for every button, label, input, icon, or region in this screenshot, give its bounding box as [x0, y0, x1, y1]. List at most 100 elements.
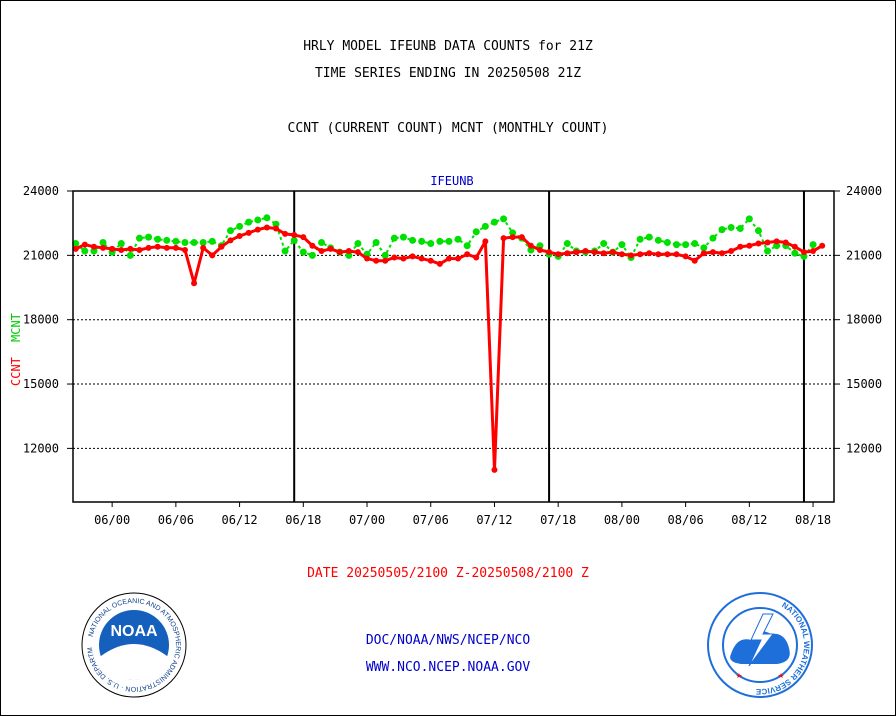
noaa-gull-icon	[101, 644, 167, 680]
mcnt-point	[791, 249, 799, 257]
ccnt-point	[218, 243, 225, 250]
ccnt-point	[227, 237, 234, 244]
mcnt-point	[145, 233, 153, 241]
ccnt-point	[181, 246, 188, 253]
time-series-chart: IFEUNB CCNT MCNT 12000 12000 15000 15000 180…	[9, 174, 882, 527]
nws-logo[interactable]: NATIONAL WEATHER SERVICE	[707, 592, 813, 698]
mcnt-point	[509, 229, 517, 237]
y-tick-label-left: 18000	[23, 313, 59, 327]
ccnt-point	[318, 248, 325, 255]
mcnt-point	[764, 247, 772, 255]
x-tick-label: 07/18	[540, 513, 576, 527]
y-tick-label-right: 12000	[846, 441, 882, 455]
mcnt-point	[527, 246, 535, 254]
mcnt-point	[354, 240, 362, 248]
ccnt-point	[409, 253, 416, 260]
mcnt-point	[318, 238, 326, 246]
mcnt-point	[454, 235, 462, 243]
mcnt-point	[172, 237, 180, 245]
mcnt-point	[81, 247, 89, 255]
mcnt-point	[490, 218, 498, 226]
ccnt-point	[118, 246, 125, 253]
ccnt-point	[764, 239, 771, 246]
mcnt-point	[236, 222, 244, 230]
ccnt-point	[755, 240, 762, 247]
mcnt-point	[600, 240, 608, 248]
ccnt-point	[800, 249, 807, 256]
y-tick-label-right: 24000	[846, 184, 882, 198]
mcnt-point	[272, 220, 280, 228]
ccnt-point	[455, 255, 462, 262]
ccnt-point	[90, 243, 97, 250]
ccnt-point	[427, 257, 434, 264]
ccnt-point	[464, 251, 471, 258]
ccnt-point	[646, 250, 653, 257]
website-link[interactable]: WWW.NCO.NCEP.NOAA.GOV	[365, 660, 531, 675]
mcnt-point	[181, 238, 189, 246]
ccnt-point	[336, 249, 343, 256]
mcnt-point	[754, 227, 762, 235]
mcnt-point	[682, 241, 690, 249]
mcnt-point	[718, 226, 726, 234]
ccnt-point	[391, 254, 398, 261]
mcnt-point	[372, 238, 380, 246]
ccnt-point	[136, 246, 143, 253]
mcnt-point	[154, 235, 162, 243]
mcnt-point	[427, 240, 435, 248]
ccnt-point	[400, 255, 407, 262]
mcnt-point	[709, 234, 717, 242]
ccnt-point	[272, 225, 279, 232]
y-tick-label-right: 18000	[846, 313, 882, 327]
ccnt-point	[300, 234, 307, 241]
mcnt-point	[618, 241, 626, 249]
x-tick-label: 07/06	[413, 513, 449, 527]
ccnt-point	[609, 249, 616, 256]
mcnt-point	[135, 234, 143, 242]
ccnt-point	[564, 250, 571, 257]
ccnt-point	[172, 244, 179, 251]
ccnt-point	[445, 255, 452, 262]
chart-title-line-2: TIME SERIES ENDING IN 20250508 21Z	[314, 66, 582, 81]
mcnt-point	[345, 251, 353, 259]
ccnt-point	[209, 252, 216, 259]
x-tick-label: 08/12	[731, 513, 767, 527]
y-tick-label-right: 15000	[846, 377, 882, 391]
x-tick-label: 08/06	[668, 513, 704, 527]
mcnt-point	[99, 238, 107, 246]
ccnt-point	[145, 244, 152, 251]
x-tick-label: 06/18	[285, 513, 321, 527]
mcnt-point	[645, 233, 653, 241]
mcnt-point	[163, 236, 171, 244]
mcnt-point	[117, 240, 125, 248]
mcnt-point	[691, 240, 699, 248]
mcnt-point	[254, 216, 262, 224]
ccnt-point	[500, 235, 507, 242]
ccnt-point	[254, 226, 261, 233]
ccnt-point	[482, 238, 489, 245]
ccnt-point	[819, 242, 826, 249]
ccnt-point	[664, 251, 671, 258]
mcnt-point	[390, 234, 398, 242]
y-axis-label-mcnt: MCNT	[9, 313, 23, 342]
ccnt-point	[527, 242, 534, 249]
ccnt-point	[791, 243, 798, 250]
noaa-logo[interactable]: NOAA NATIONAL OCEANIC AND ATMOSPHERIC AD…	[81, 592, 187, 698]
ccnt-point	[700, 250, 707, 257]
mcnt-point	[190, 238, 198, 246]
ccnt-point	[655, 251, 662, 258]
ccnt-point	[364, 255, 371, 262]
ccnt-point	[773, 238, 780, 245]
mcnt-point	[263, 214, 271, 222]
ccnt-point	[600, 250, 607, 257]
ccnt-point	[163, 244, 170, 251]
x-tick-label: 07/00	[349, 513, 385, 527]
mcnt-point	[226, 227, 234, 235]
ccnt-point	[709, 249, 716, 256]
ccnt-point	[728, 248, 735, 255]
y-tick-label-right: 21000	[846, 248, 882, 262]
y-tick-label-left: 21000	[23, 248, 59, 262]
mcnt-point	[409, 236, 417, 244]
mcnt-point	[809, 241, 817, 249]
x-tick-label: 08/18	[795, 513, 831, 527]
ccnt-point	[282, 230, 289, 237]
